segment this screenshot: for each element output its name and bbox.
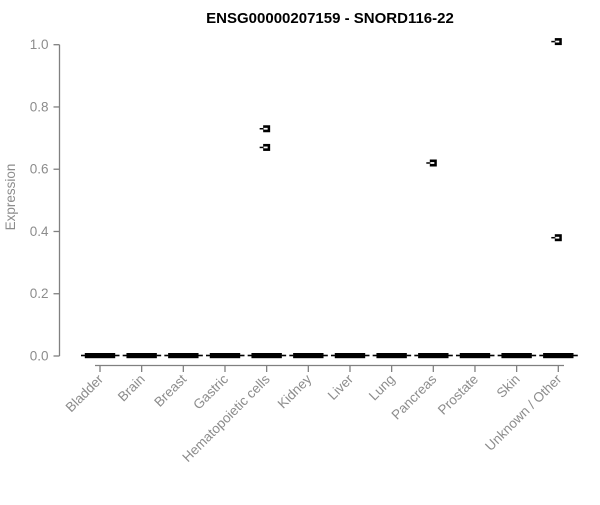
x-tick-label: Breast <box>151 371 189 409</box>
collapsed-box <box>418 353 449 359</box>
x-tick-label: Gastric <box>190 371 231 412</box>
x-tick-label: Brain <box>115 372 148 405</box>
collapsed-box <box>84 353 116 359</box>
chart-title: ENSG00000207159 - SNORD116-22 <box>206 10 454 27</box>
collapsed-box <box>293 353 324 359</box>
x-tick-label: Prostate <box>435 372 481 418</box>
x-tick-label: Bladder <box>63 371 107 415</box>
y-tick-label: 0.2 <box>30 286 49 301</box>
x-tick-label: Liver <box>325 371 357 403</box>
collapsed-box <box>376 353 407 359</box>
outlier-glyph <box>259 125 271 133</box>
outlier-glyph <box>259 143 271 151</box>
y-tick-label: 0.4 <box>30 224 49 239</box>
y-tick-label: 1.0 <box>30 37 49 52</box>
outlier-glyph <box>426 159 437 167</box>
x-tick-label: Kidney <box>275 371 315 411</box>
collapsed-box <box>126 353 157 359</box>
collapsed-box <box>168 353 199 359</box>
collapsed-box <box>209 353 241 359</box>
x-tick-label: Pancreas <box>388 371 439 422</box>
outlier-glyph <box>551 38 562 46</box>
collapsed-box <box>459 353 491 359</box>
collapsed-box <box>543 353 574 359</box>
collapsed-box <box>334 353 366 359</box>
x-tick-label: Unknown / Other <box>482 371 565 454</box>
collapsed-box <box>251 353 282 359</box>
y-tick-label: 0.0 <box>30 349 49 364</box>
collapsed-box <box>501 353 532 359</box>
y-axis-title: Expression <box>3 164 18 231</box>
data-layer <box>81 38 578 359</box>
y-tick-label: 0.6 <box>30 162 49 177</box>
x-tick-label: Skin <box>494 372 523 401</box>
y-tick-label: 0.8 <box>30 99 49 114</box>
outlier-glyph <box>551 234 562 242</box>
x-tick-label: Lung <box>366 372 398 404</box>
axes-layer: 0.0 0.2 0.4 0.6 0.8 1.0 Bladder Brain Breast Gast… <box>30 37 565 465</box>
